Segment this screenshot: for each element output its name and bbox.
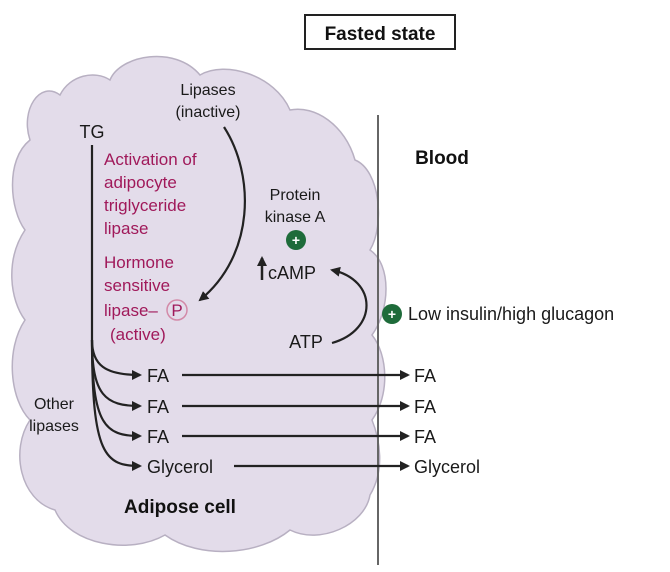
title: Fasted state xyxy=(325,24,436,45)
other-lipases-line1: Other xyxy=(34,396,75,413)
phosphate-label: P xyxy=(171,301,182,320)
adipose-cell-label: Adipose cell xyxy=(124,497,236,518)
adipose-cell-shape xyxy=(11,55,387,553)
activation-text-line1: Activation of xyxy=(104,150,197,169)
pka-label-line2: kinase A xyxy=(265,209,326,226)
hsl-text-line2: sensitive xyxy=(104,276,170,295)
other-lipases-line2: lipases xyxy=(29,418,79,435)
cell-product-glycerol: Glycerol xyxy=(147,457,213,477)
hsl-text-line1: Hormone xyxy=(104,253,174,272)
pka-label-line1: Protein xyxy=(270,187,321,204)
blood-product-fa-2: FA xyxy=(414,397,436,417)
cell-product-fa-1: FA xyxy=(147,366,169,386)
lipases-label-line2: (inactive) xyxy=(176,104,241,121)
low-insulin-label: Low insulin/high glucagon xyxy=(408,304,614,324)
lipases-label-line1: Lipases xyxy=(180,82,235,99)
cell-product-fa-2: FA xyxy=(147,397,169,417)
hormone-plus-icon xyxy=(382,304,402,324)
title-box xyxy=(304,14,456,50)
activation-text-line2: adipocyte xyxy=(104,173,177,192)
hsl-text-line3: lipase– xyxy=(104,301,158,320)
activation-text-line3: triglyceride xyxy=(104,196,186,215)
pka-plus-sign: + xyxy=(292,232,300,248)
activation-text-line4: lipase xyxy=(104,219,148,238)
atp-label: ATP xyxy=(289,332,323,352)
hsl-text-line4: (active) xyxy=(110,325,166,344)
blood-label: Blood xyxy=(415,148,469,169)
pka-plus-icon xyxy=(286,230,306,250)
branch-glycerol xyxy=(90,339,142,471)
camp-label: cAMP xyxy=(268,263,316,283)
blood-product-glycerol: Glycerol xyxy=(414,457,480,477)
blood-product-fa-1: FA xyxy=(414,366,436,386)
activation-arrow xyxy=(198,126,246,302)
cell-product-fa-3: FA xyxy=(147,427,169,447)
atp-to-camp-arrow xyxy=(330,266,368,345)
hormone-plus-sign: + xyxy=(388,306,396,322)
blood-product-fa-3: FA xyxy=(414,427,436,447)
phosphate-circle xyxy=(166,299,188,321)
tg-label: TG xyxy=(80,122,105,142)
